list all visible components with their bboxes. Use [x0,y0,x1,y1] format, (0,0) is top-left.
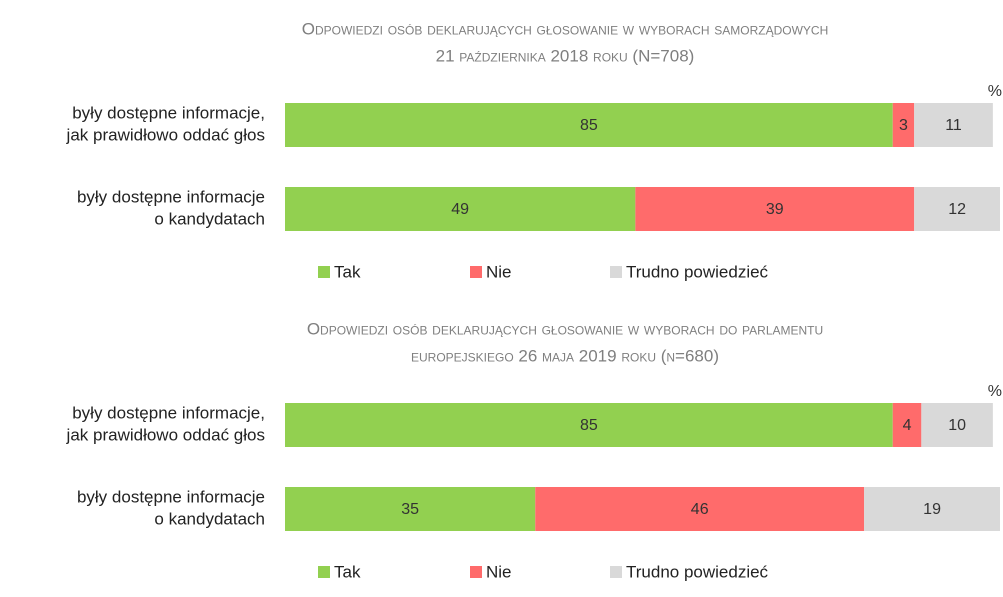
bar-segment [914,187,1000,231]
legend-swatch [470,566,482,578]
bar-segment [892,403,922,447]
legend-label: Trudno powiedzieć [626,262,769,281]
value-label: 39 [766,201,784,218]
category-label: o kandydatach [154,209,265,228]
value-label: 19 [923,501,941,518]
bar-segment [892,103,915,147]
legend-label: Tak [334,562,361,581]
bar-segment [285,103,893,147]
value-label: 10 [948,417,966,434]
legend-label: Nie [486,262,512,281]
chart-title: Odpowiedzi osób deklarujących głosowanie… [307,319,823,338]
category-label: były dostępne informacje [77,487,265,506]
bar-segment [914,103,993,147]
category-label: były dostępne informacje, [72,103,265,122]
bar-segment [285,187,636,231]
bar-segment [635,187,915,231]
unit-label: % [988,83,1002,100]
bar-segment [285,403,893,447]
value-label: 11 [945,117,962,134]
legend-swatch [610,266,622,278]
category-label: były dostępne informacje [77,187,265,206]
value-label: 35 [401,501,419,518]
legend-swatch [470,266,482,278]
chart-title: europejskiego 26 maja 2019 roku (n=680) [411,346,719,365]
category-label: jak prawidłowo oddać głos [66,425,265,444]
category-label: o kandydatach [154,509,265,528]
bar-segment [864,487,1000,531]
legend-swatch [318,266,330,278]
chart-title: Odpowiedzi osób deklarujących głosowanie… [302,19,829,38]
category-label: były dostępne informacje, [72,403,265,422]
unit-label: % [988,383,1002,400]
legend-label: Trudno powiedzieć [626,562,769,581]
category-label: jak prawidłowo oddać głos [66,125,265,144]
value-label: 85 [580,417,598,434]
value-label: 12 [948,201,966,218]
bar-segment [285,487,536,531]
bar-segment [535,487,865,531]
value-label: 49 [451,201,469,218]
value-label: 4 [903,417,912,434]
legend-label: Nie [486,562,512,581]
value-label: 85 [580,117,598,134]
legend-label: Tak [334,262,361,281]
legend-swatch [318,566,330,578]
bar-segment [921,403,993,447]
legend-swatch [610,566,622,578]
value-label: 46 [691,501,709,518]
chart-title: 21 października 2018 roku (N=708) [436,46,695,65]
value-label: 3 [899,117,908,134]
